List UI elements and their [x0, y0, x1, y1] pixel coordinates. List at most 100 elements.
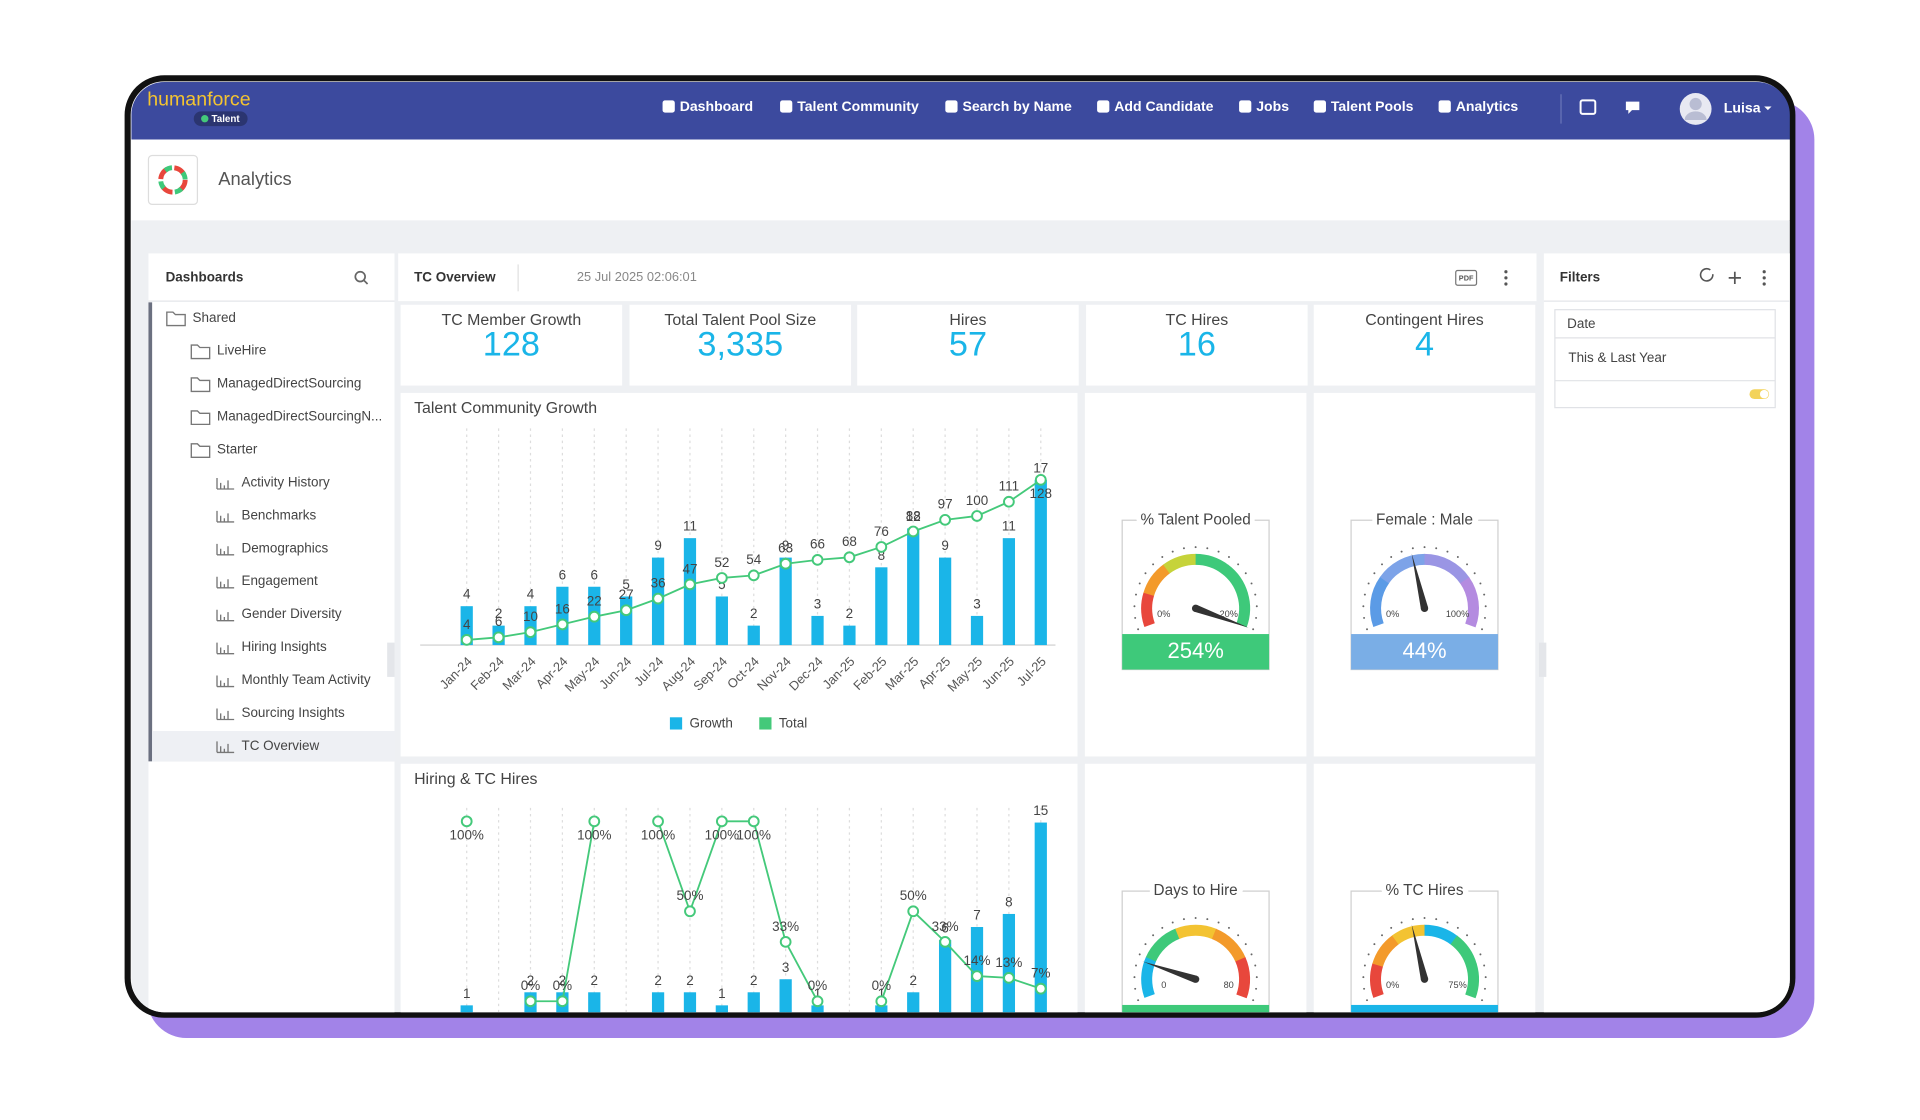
gauge-title: % TC Hires: [1386, 882, 1464, 899]
line-point: [460, 634, 473, 646]
line-point: [907, 905, 920, 918]
search-icon: [363, 279, 369, 285]
bar: [715, 1005, 728, 1013]
gauge-tick-dot: [1144, 943, 1147, 946]
nav-item[interactable]: Talent Community: [797, 98, 919, 114]
bar-label: 15: [1033, 803, 1048, 818]
gauge-band: [1141, 956, 1157, 998]
tree-folder[interactable]: ManagedDirectSourcing: [217, 376, 361, 391]
search-icon[interactable]: [354, 270, 366, 283]
gauge-value-bar: [1351, 634, 1498, 670]
gauge-tick-dot: [1152, 563, 1155, 566]
tree-item[interactable]: Hiring Insights: [241, 639, 327, 654]
tree-item[interactable]: TC Overview: [241, 738, 319, 753]
point-label: 128: [1030, 486, 1052, 501]
gauge-tick-dot: [1134, 616, 1137, 619]
gauge-tick-dot: [1254, 964, 1257, 967]
tree-folder[interactable]: LiveHire: [217, 343, 266, 358]
tree-folder[interactable]: Shared: [193, 310, 236, 325]
gauge-max: 80: [1224, 980, 1234, 990]
product-badge: [193, 111, 248, 127]
bar-label: 11: [683, 519, 697, 534]
tree-item[interactable]: Monthly Team Activity: [241, 672, 370, 687]
toggle-knob: [1759, 389, 1769, 399]
folder-icon: [166, 311, 186, 327]
filter-value[interactable]: This & Last Year: [1568, 350, 1666, 365]
sidebar-title: Dashboards: [166, 269, 244, 284]
line-point: [971, 970, 983, 982]
point-label: 54: [746, 552, 761, 567]
gauge-tick-dot: [1483, 964, 1486, 967]
nav-item[interactable]: Talent Pools: [1331, 98, 1414, 114]
tree-folder[interactable]: Starter: [217, 442, 258, 457]
kpi-value: 57: [949, 325, 987, 363]
gauge-tick-dot: [1390, 556, 1393, 559]
point-label: 16: [555, 601, 570, 616]
gauge-tick-dot: [1363, 616, 1366, 619]
point-label: 100%: [705, 828, 739, 843]
gauge-tick-dot: [1373, 572, 1376, 575]
gauge-needle: [1142, 961, 1197, 983]
gauge-tick-dot: [1381, 934, 1383, 937]
calendar-icon[interactable]: [1579, 99, 1597, 115]
page-title: Analytics: [218, 168, 291, 189]
gauge-tick-dot: [1423, 917, 1426, 920]
bar: [1034, 822, 1047, 1013]
point-label: 50%: [676, 888, 703, 903]
gauge-tick-dot: [1244, 572, 1247, 575]
nav-item[interactable]: Dashboard: [680, 98, 753, 114]
point-label: 100: [966, 493, 988, 508]
gauge-min: 0%: [1157, 609, 1170, 619]
add-icon[interactable]: [1728, 271, 1741, 284]
date-filter[interactable]: [1554, 309, 1776, 409]
nav-item[interactable]: Analytics: [1456, 98, 1519, 114]
chat-icon[interactable]: [1625, 101, 1640, 114]
gauge-tick-dot: [1135, 964, 1137, 967]
reset-icon[interactable]: [1699, 267, 1714, 282]
user-name[interactable]: Luisa: [1724, 100, 1761, 116]
bar: [1002, 913, 1016, 1013]
tree-folder[interactable]: ManagedDirectSourcingN...: [217, 409, 382, 424]
folder-icon: [190, 410, 211, 426]
nav-item[interactable]: Add Candidate: [1114, 98, 1213, 114]
filters-title: Filters: [1560, 269, 1600, 284]
gauge-tick-dot: [1435, 918, 1438, 921]
line-point: [588, 610, 601, 623]
bar-label: 2: [750, 606, 757, 621]
bar: [938, 557, 952, 646]
gauge-needle: [1194, 604, 1249, 628]
line-point: [811, 553, 824, 566]
bar-label: 1: [463, 986, 470, 1001]
tree-item[interactable]: Engagement: [241, 573, 318, 588]
tree-item[interactable]: Benchmarks: [241, 507, 316, 522]
splitter: [1538, 642, 1547, 677]
gauge-band: [1424, 553, 1470, 584]
tree-item[interactable]: Sourcing Insights: [241, 705, 344, 720]
gauge-tick-dot: [1373, 943, 1376, 946]
nav-icon: [1097, 100, 1110, 113]
tree-item[interactable]: Activity History: [241, 474, 329, 489]
nav-item[interactable]: Search by Name: [962, 98, 1072, 114]
nav-icon: [945, 100, 958, 113]
menu-dot: [1504, 282, 1508, 286]
bar: [747, 625, 760, 646]
bar: [1002, 538, 1016, 646]
point-label: 10: [523, 609, 538, 624]
folder-icon: [190, 443, 211, 458]
product-icon: [201, 115, 209, 123]
gauge-tick-dot: [1363, 593, 1366, 596]
bar-label: 8: [878, 548, 885, 563]
gauge-tick-dot: [1194, 917, 1197, 920]
gauge-tick-dot: [1411, 547, 1414, 550]
bar: [683, 992, 697, 1013]
point-label: 68: [842, 534, 857, 549]
gauge-tick-dot: [1237, 563, 1240, 566]
tree-item[interactable]: Demographics: [241, 540, 328, 555]
export-button[interactable]: [1455, 269, 1478, 286]
gauge-tick-dot: [1466, 563, 1469, 566]
menu-dot: [1504, 276, 1508, 280]
gauge-tick-dot: [1456, 556, 1459, 559]
nav-item[interactable]: Jobs: [1256, 98, 1289, 114]
tree-item[interactable]: Gender Diversity: [241, 606, 341, 621]
